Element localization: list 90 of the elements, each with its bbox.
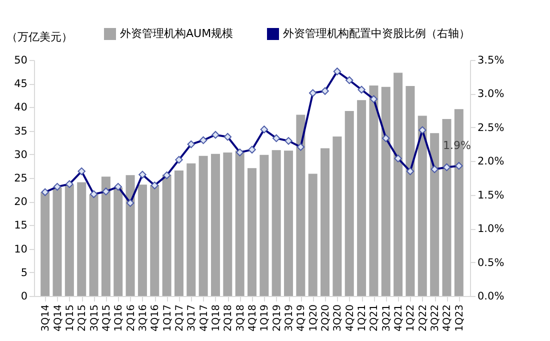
x-tick-label: 1Q18 [210, 304, 222, 332]
y-tick-label: 15 [14, 220, 28, 232]
x-tick-label: 3Q20 [332, 304, 344, 332]
x-tick-label: 3Q18 [235, 304, 246, 332]
bar [162, 174, 172, 296]
y2-tick-label: 3.5% [478, 54, 504, 66]
y2-tick-label: 3.0% [478, 88, 504, 100]
bar [126, 175, 135, 296]
bar [418, 116, 427, 296]
x-tick-label: 1Q15 [64, 304, 76, 332]
bar [260, 154, 269, 296]
bar [198, 156, 208, 296]
x-tick-label: 1Q19 [260, 304, 271, 332]
y-tick-label: 10 [14, 243, 28, 256]
x-tick-label: 3Q21 [381, 304, 392, 332]
x-tick-label: 2Q19 [272, 304, 283, 332]
y-tick-label: 0 [20, 290, 28, 302]
y-tick-label: 50 [14, 54, 28, 66]
x-tick-label: 2Q16 [126, 304, 137, 332]
bar [223, 152, 232, 296]
bar [186, 163, 196, 296]
bar [308, 174, 318, 296]
bar [332, 136, 342, 296]
x-tick-label: 2Q18 [223, 304, 234, 332]
bar [114, 187, 123, 296]
x-tick-label: 3Q16 [138, 304, 149, 332]
x-tick-label: 4Q17 [198, 304, 210, 332]
x-tick-label: 1Q20 [308, 304, 320, 332]
bar [64, 184, 74, 296]
bar [235, 150, 244, 296]
x-tick-label: 2Q17 [174, 304, 186, 332]
y-tick-label: 20 [14, 196, 28, 208]
bar [381, 86, 390, 296]
y-tick-label: 30 [14, 148, 28, 161]
y-tick-label: 45 [14, 78, 28, 90]
x-tick-label: 4Q22 [442, 304, 454, 332]
bar [174, 170, 184, 296]
x-tick-label: 1Q17 [162, 304, 174, 332]
bar [320, 148, 330, 296]
legend-label: 外资管理机构配置中资股比例（右轴） [283, 27, 470, 40]
x-tick-label: 1Q16 [114, 304, 125, 332]
bar [394, 72, 403, 296]
y-tick-label: 5 [20, 266, 28, 279]
x-tick-label: 2Q21 [369, 304, 380, 332]
y2-tick-label: 0.5% [478, 256, 504, 269]
legend-label: 外资管理机构AUM规模 [120, 27, 234, 40]
bar [77, 182, 86, 296]
x-tick-label: 3Q17 [186, 304, 198, 332]
bar [272, 150, 281, 296]
x-tick-label: 1Q21 [357, 304, 368, 332]
bar [284, 150, 294, 296]
bar [344, 110, 354, 296]
x-tick-label: 3Q15 [89, 304, 100, 332]
x-tick-label: 2Q15 [77, 304, 88, 332]
x-tick-label: 4Q21 [394, 304, 405, 332]
bar [40, 192, 50, 296]
x-tick-label: 4Q19 [296, 304, 308, 332]
y2-tick-label: 2.0% [478, 156, 504, 168]
x-tick-label: 3Q14 [40, 304, 52, 332]
y2-tick-label: 0.0% [478, 290, 504, 302]
bar [369, 85, 378, 296]
y2-tick-label: 2.5% [478, 122, 504, 134]
x-tick-label: 2Q22 [418, 304, 429, 332]
x-tick-label: 2Q20 [320, 304, 332, 332]
y2-tick-label: 1.5% [478, 189, 504, 202]
bar [296, 114, 306, 296]
x-tick-label: 1Q23 [454, 304, 466, 332]
x-tick-label: 4Q14 [52, 304, 64, 332]
x-tick-label: 4Q16 [150, 304, 162, 332]
x-tick-label: 3Q19 [284, 304, 296, 332]
x-tick-label: 4Q20 [344, 304, 356, 332]
bar [406, 86, 415, 296]
y-axis-title: （万亿美元） [6, 30, 72, 44]
bar [101, 176, 110, 296]
bar [89, 194, 98, 296]
x-tick-label: 1Q22 [406, 304, 417, 332]
bar [150, 185, 160, 296]
x-tick-label: 4Q15 [101, 304, 112, 332]
x-tick-label: 3Q22 [430, 304, 442, 332]
x-tick-label: 4Q18 [248, 304, 258, 332]
y-tick-label: 35 [14, 125, 28, 138]
y-tick-label: 40 [14, 102, 28, 114]
bar [210, 154, 220, 296]
y2-tick-label: 1.0% [478, 223, 504, 236]
bar [52, 187, 62, 296]
bar [357, 100, 366, 296]
bar [138, 184, 147, 296]
bar [248, 168, 256, 296]
y-tick-label: 25 [14, 172, 28, 184]
bar [430, 133, 440, 296]
